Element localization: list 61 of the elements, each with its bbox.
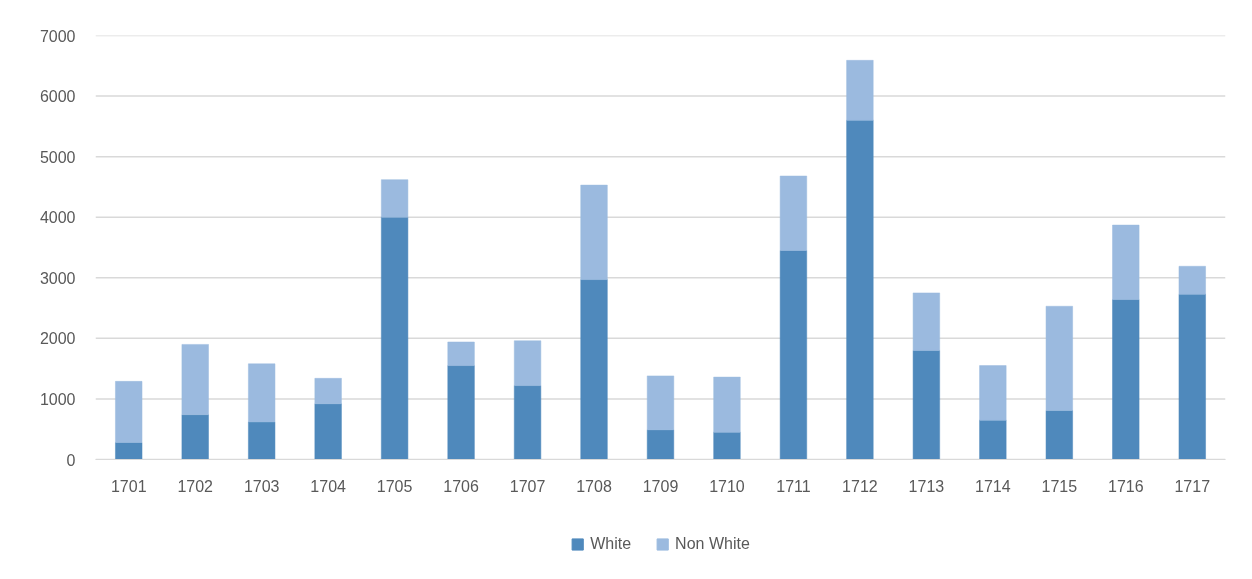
bar — [912, 292, 940, 351]
x-tick-label: 1709 — [642, 477, 679, 495]
y-tick-label: 7000 — [39, 27, 76, 45]
bar — [314, 378, 342, 405]
legend-label: White — [590, 535, 632, 553]
bar — [115, 381, 143, 443]
bar — [1178, 293, 1206, 460]
x-tick-label: 1710 — [709, 477, 745, 495]
x-tick-label: 1706 — [443, 477, 479, 495]
bar — [779, 175, 807, 251]
x-tick-label: 1702 — [177, 477, 214, 495]
x-tick-label: 1716 — [1108, 477, 1144, 495]
bar — [646, 375, 675, 431]
x-tick-label: 1708 — [576, 477, 612, 495]
x-tick-label: 1711 — [776, 477, 811, 495]
bar — [846, 120, 874, 460]
x-tick-label: 1713 — [908, 477, 945, 495]
bar — [979, 419, 1007, 460]
bar — [181, 344, 209, 415]
y-tick-label: 0 — [66, 451, 76, 469]
bar — [779, 250, 807, 460]
bar — [580, 279, 608, 460]
bar — [514, 385, 542, 460]
bar — [646, 429, 675, 460]
y-tick-label: 5000 — [39, 148, 76, 166]
bar — [514, 340, 542, 386]
bar — [248, 363, 276, 423]
y-tick-label: 1000 — [39, 390, 76, 408]
bar — [381, 179, 409, 218]
bar — [912, 350, 940, 460]
bar — [713, 376, 741, 433]
x-tick-label: 1712 — [842, 477, 878, 495]
x-tick-label: 1703 — [243, 477, 280, 495]
y-tick-label: 2000 — [39, 330, 76, 348]
x-tick-label: 1714 — [975, 477, 1011, 495]
bar — [713, 431, 741, 460]
bar — [115, 442, 143, 460]
bar — [1112, 299, 1140, 460]
bar — [1112, 224, 1140, 300]
y-tick-label: 4000 — [39, 209, 76, 227]
x-tick-label: 1701 — [110, 477, 147, 495]
bar — [580, 184, 608, 280]
bar — [248, 421, 276, 460]
bar — [979, 365, 1007, 421]
x-tick-label: 1705 — [376, 477, 413, 495]
bar — [447, 365, 475, 460]
legend-label: Non White — [675, 535, 750, 553]
bar — [1045, 306, 1073, 411]
bar — [181, 414, 209, 460]
bar — [846, 60, 874, 121]
y-tick-label: 6000 — [39, 88, 76, 106]
x-tick-label: 1707 — [509, 477, 546, 495]
bar — [1178, 266, 1206, 295]
y-tick-label: 3000 — [39, 269, 76, 287]
x-tick-label: 1715 — [1041, 477, 1078, 495]
bar — [314, 403, 342, 460]
bar — [447, 341, 475, 366]
bar — [1045, 410, 1073, 460]
bar — [381, 216, 409, 460]
x-tick-label: 1704 — [310, 477, 347, 495]
x-tick-label: 1717 — [1174, 477, 1211, 495]
